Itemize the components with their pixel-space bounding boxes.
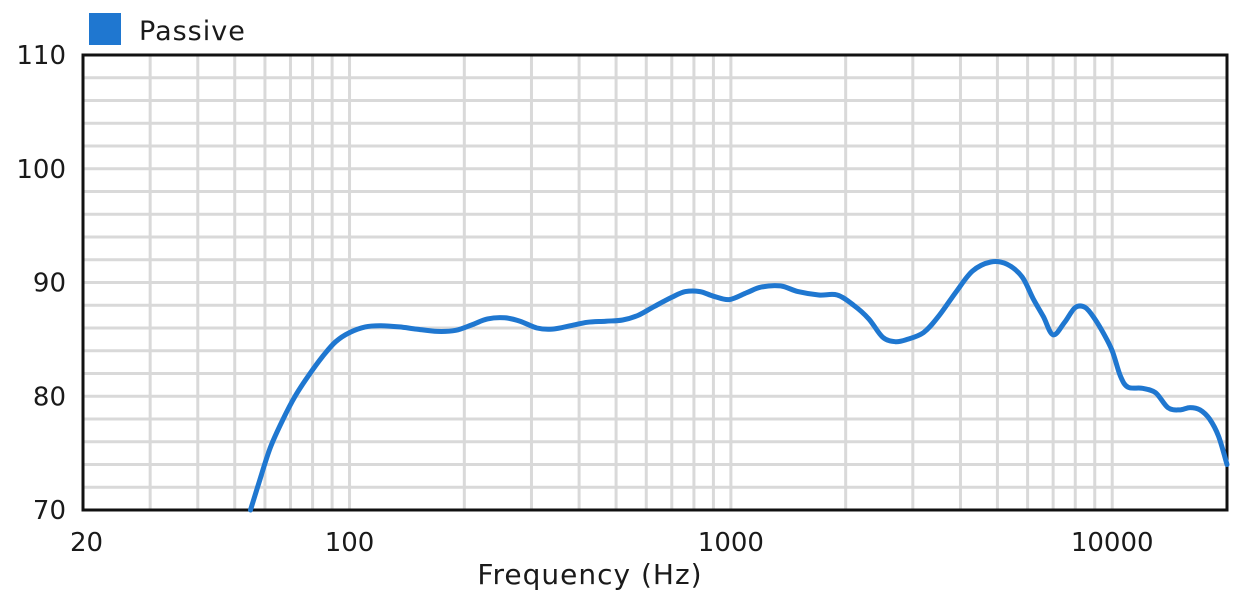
legend: Passive [89,13,246,47]
plot-frame [81,53,1229,512]
x-tick-label: 1000 [698,528,764,558]
legend-label-passive: Passive [139,16,246,47]
x-axis-ticks: 20 100 1000 10000 [70,528,1154,558]
x-axis-label: Frequency (Hz) [477,558,702,591]
series-line-passive [248,259,1230,513]
grid-lines [83,55,1227,510]
legend-swatch-passive [89,13,121,45]
x-tick-label: 10000 [1071,528,1154,558]
y-tick-label: 70 [33,496,66,526]
y-tick-label: 100 [16,155,66,185]
y-tick-label: 80 [33,382,66,412]
series-layer [248,259,1230,513]
y-tick-label: 90 [33,269,66,299]
x-tick-label: 100 [325,528,375,558]
x-tick-label: 20 [70,528,103,558]
y-tick-label: 110 [16,41,66,71]
y-axis-ticks: 70 80 90 100 110 [16,41,66,526]
